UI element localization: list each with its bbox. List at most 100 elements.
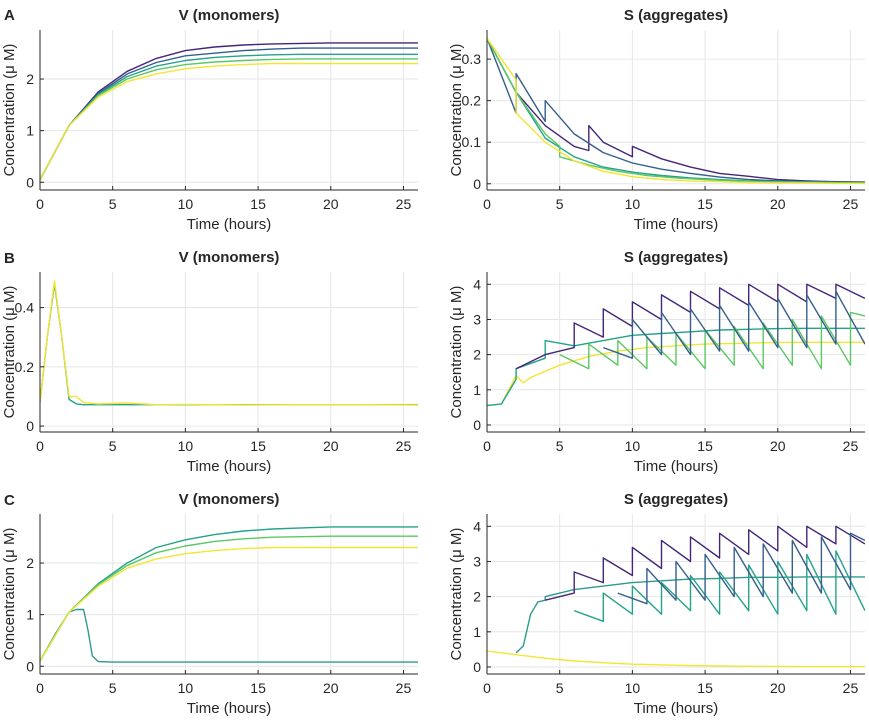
x-tick-label-4: 20 xyxy=(770,438,786,454)
x-axis-label: Time (hours) xyxy=(634,216,718,233)
series-line-2 xyxy=(40,53,418,181)
x-tick-label-1: 5 xyxy=(556,438,564,454)
y-tick-label-1: 0.2 xyxy=(15,359,35,375)
x-tick-label-3: 15 xyxy=(250,196,266,212)
y-tick-label-1: 1 xyxy=(26,123,34,139)
series-line-0 xyxy=(487,37,865,183)
y-tick-label-1: 1 xyxy=(473,624,481,640)
series-line-3 xyxy=(487,37,865,184)
chart-title: S (aggregates) xyxy=(624,491,728,508)
x-tick-label-5: 25 xyxy=(396,438,412,454)
chart-title: V (monomers) xyxy=(179,7,280,24)
series-line-2 xyxy=(40,535,418,662)
x-tick-label-5: 25 xyxy=(843,438,859,454)
series-line-2 xyxy=(545,525,865,601)
x-axis-label: Time (hours) xyxy=(187,216,271,233)
x-axis-label: Time (hours) xyxy=(187,700,271,717)
x-tick-label-4: 20 xyxy=(323,438,339,454)
x-tick-label-0: 0 xyxy=(483,196,491,212)
y-tick-label-1: 0.1 xyxy=(462,134,482,150)
y-tick-label-1: 1 xyxy=(473,382,481,398)
x-tick-label-3: 15 xyxy=(250,438,266,454)
y-axis-label: Concentration (μ M) xyxy=(1,44,18,177)
x-tick-label-1: 5 xyxy=(109,680,117,696)
y-tick-label-0: 0 xyxy=(473,176,481,192)
series-line-1 xyxy=(487,38,865,184)
series-line-3 xyxy=(40,546,418,662)
x-axis-label: Time (hours) xyxy=(187,458,271,475)
x-tick-label-1: 5 xyxy=(556,680,564,696)
chart-title: S (aggregates) xyxy=(624,249,728,266)
chart-b-s: 0 5 10 15 20 25 0 1 2 3 4 S (aggregates) Time (hours… xyxy=(448,249,865,475)
x-tick-label-2: 10 xyxy=(178,438,194,454)
series-line-4 xyxy=(40,62,418,181)
x-tick-label-4: 20 xyxy=(323,196,339,212)
series-line-1 xyxy=(40,47,418,181)
y-tick-label-3: 0.3 xyxy=(462,51,482,67)
y-tick-label-2: 0.4 xyxy=(15,300,35,316)
y-tick-label-2: 2 xyxy=(26,71,34,87)
x-tick-label-0: 0 xyxy=(36,680,44,696)
y-tick-label-0: 0 xyxy=(26,418,34,434)
x-tick-label-0: 0 xyxy=(36,196,44,212)
x-tick-label-2: 10 xyxy=(625,196,641,212)
series-group xyxy=(487,283,865,407)
y-tick-label-2: 2 xyxy=(26,555,34,571)
x-tick-label-3: 15 xyxy=(697,680,713,696)
series-line-3 xyxy=(40,58,418,181)
series-line-1 xyxy=(40,526,418,662)
chart-title: S (aggregates) xyxy=(624,7,728,24)
x-tick-label-2: 10 xyxy=(178,680,194,696)
x-tick-label-0: 0 xyxy=(483,438,491,454)
series-line-0 xyxy=(40,42,418,181)
x-tick-label-1: 5 xyxy=(109,196,117,212)
y-tick-label-0: 0 xyxy=(26,174,34,190)
y-tick-label-0: 0 xyxy=(473,659,481,675)
x-tick-label-2: 10 xyxy=(625,438,641,454)
x-axis-label: Time (hours) xyxy=(634,700,718,717)
series-line-4 xyxy=(487,37,865,185)
series-group xyxy=(40,42,418,181)
x-tick-label-0: 0 xyxy=(483,680,491,696)
chart-title: V (monomers) xyxy=(179,491,280,508)
x-tick-label-3: 15 xyxy=(250,680,266,696)
y-tick-label-3: 3 xyxy=(473,553,481,569)
series-group xyxy=(40,526,418,663)
series-line-3 xyxy=(573,550,865,622)
y-tick-label-4: 4 xyxy=(473,518,481,534)
x-tick-label-2: 10 xyxy=(625,680,641,696)
x-tick-label-3: 15 xyxy=(697,438,713,454)
x-tick-label-4: 20 xyxy=(323,680,339,696)
series-group xyxy=(40,280,418,406)
chart-b-v: 0 5 10 15 20 25 0 0.2 0.4 V (monomers) Time (hours… xyxy=(1,249,418,475)
x-tick-label-5: 25 xyxy=(843,680,859,696)
y-tick-label-3: 3 xyxy=(473,311,481,327)
series-line-0 xyxy=(40,283,418,406)
series-group xyxy=(487,525,865,668)
y-tick-label-1: 1 xyxy=(26,607,34,623)
y-tick-label-4: 4 xyxy=(473,276,481,292)
x-axis-label: Time (hours) xyxy=(634,458,718,475)
x-tick-label-2: 10 xyxy=(178,196,194,212)
series-line-0 xyxy=(40,608,418,663)
y-tick-label-2: 2 xyxy=(473,589,481,605)
series-line-4 xyxy=(603,290,865,359)
x-tick-label-1: 5 xyxy=(556,196,564,212)
x-tick-label-4: 20 xyxy=(770,196,786,212)
y-axis-label: Concentration (μ M) xyxy=(448,528,465,661)
panel-letter-a: A xyxy=(4,7,15,24)
x-tick-label-1: 5 xyxy=(109,438,117,454)
y-tick-label-0: 0 xyxy=(26,658,34,674)
x-tick-label-5: 25 xyxy=(396,196,412,212)
panel-letter-b: B xyxy=(4,250,15,267)
series-group xyxy=(487,37,865,185)
x-tick-label-0: 0 xyxy=(36,438,44,454)
chart-c-s: 0 5 10 15 20 25 0 1 2 3 4 S (aggregates) Time (hours… xyxy=(448,491,865,717)
y-axis-label: Concentration (μ M) xyxy=(1,286,18,419)
chart-c-v: 0 5 10 15 20 25 0 1 2 V (monomers) Time (hours) Con… xyxy=(1,491,418,717)
y-axis-label: Concentration (μ M) xyxy=(448,44,465,177)
y-tick-label-2: 2 xyxy=(473,347,481,363)
x-tick-label-5: 25 xyxy=(843,196,859,212)
